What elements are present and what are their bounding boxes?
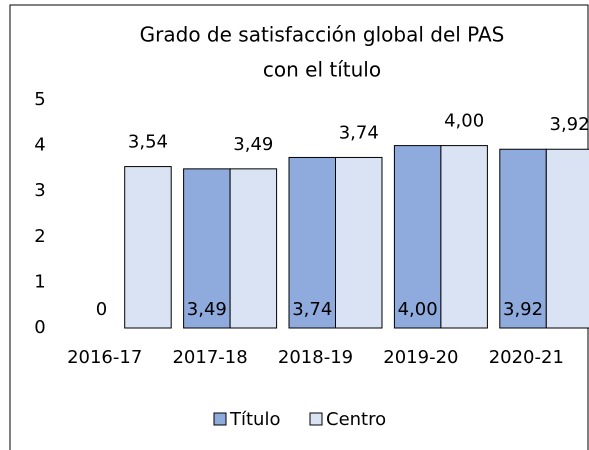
data-label: 0 bbox=[96, 299, 107, 320]
data-label: 3,74 bbox=[339, 122, 379, 143]
bar bbox=[499, 148, 547, 329]
legend-label: Título bbox=[229, 409, 280, 430]
data-label: 4,00 bbox=[444, 111, 484, 132]
bar bbox=[393, 145, 442, 329]
data-label: 3,49 bbox=[187, 299, 227, 320]
data-label: 3,92 bbox=[550, 114, 589, 135]
bar bbox=[124, 166, 172, 329]
data-label: 3,74 bbox=[292, 299, 332, 320]
bar bbox=[183, 168, 231, 329]
y-tick-label: 3 bbox=[34, 180, 45, 201]
y-tick-label: 0 bbox=[34, 317, 45, 338]
legend-swatch bbox=[213, 412, 227, 426]
bar bbox=[288, 156, 336, 329]
x-tick-label: 2017-18 bbox=[172, 347, 247, 368]
legend-label: Centro bbox=[326, 409, 386, 430]
y-tick-label: 4 bbox=[34, 135, 45, 156]
data-label: 3,49 bbox=[233, 134, 273, 155]
x-tick-label: 2019-20 bbox=[383, 347, 458, 368]
bar bbox=[229, 168, 278, 329]
y-tick-label: 5 bbox=[34, 89, 45, 110]
x-tick-label: 2018-19 bbox=[278, 347, 353, 368]
x-tick-label: 2020-21 bbox=[489, 347, 564, 368]
bar bbox=[440, 145, 488, 329]
y-tick-label: 1 bbox=[34, 271, 45, 292]
y-tick-label: 2 bbox=[34, 226, 45, 247]
x-tick-label: 2016-17 bbox=[67, 347, 142, 368]
data-label: 3,92 bbox=[503, 299, 543, 320]
data-label: 4,00 bbox=[398, 299, 438, 320]
bar bbox=[545, 148, 589, 329]
legend-swatch bbox=[309, 412, 323, 426]
bar bbox=[335, 156, 383, 329]
chart-title: Grado de satisfacción global del PAS bbox=[140, 23, 505, 47]
data-label: 3,54 bbox=[128, 132, 168, 153]
chart-title: con el título bbox=[263, 58, 381, 82]
